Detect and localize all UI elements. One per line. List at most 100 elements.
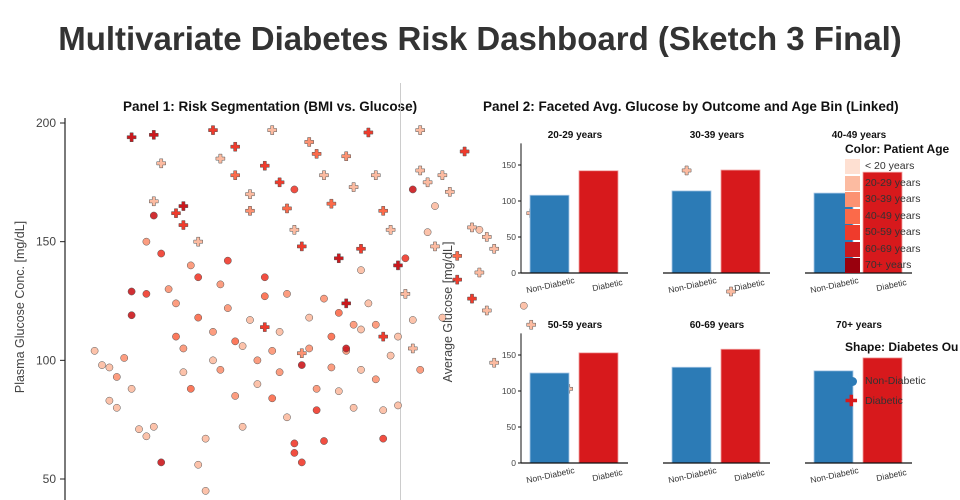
- scatter-point-non-diabetic: [519, 301, 528, 310]
- legend-age-swatch[interactable]: [845, 175, 860, 191]
- scatter-point-diabetic: [245, 189, 255, 199]
- scatter-point-non-diabetic: [260, 292, 269, 301]
- bar-x-tick-label: Diabetic: [875, 277, 908, 293]
- legend-age-label[interactable]: < 20 years: [865, 160, 915, 172]
- panel2-title: Panel 2: Faceted Avg. Glucose by Outcome…: [483, 99, 899, 114]
- scatter-y-tick-label: 150: [36, 235, 56, 249]
- scatter-point-diabetic: [467, 222, 477, 233]
- facet-title: 50-59 years: [548, 320, 603, 331]
- scatter-point-diabetic: [341, 151, 351, 161]
- scatter-point-non-diabetic: [357, 266, 365, 274]
- panel-divider: [400, 83, 401, 500]
- scatter-point-diabetic: [726, 286, 736, 297]
- legend-age-label[interactable]: 20-29 years: [865, 176, 921, 189]
- scatter-point-diabetic: [260, 160, 270, 171]
- scatter-point-diabetic: [178, 220, 189, 230]
- legend-age-label[interactable]: 60-69 years: [865, 242, 921, 255]
- scatter-point-diabetic: [378, 331, 388, 342]
- scatter-point-non-diabetic: [379, 434, 388, 443]
- scatter-point-non-diabetic: [172, 299, 180, 308]
- scatter-point-diabetic: [267, 125, 277, 135]
- facet-title: 30-39 years: [690, 130, 745, 141]
- scatter-point-non-diabetic: [164, 285, 173, 293]
- scatter-point-non-diabetic: [90, 346, 99, 355]
- scatter-point-non-diabetic: [98, 361, 106, 369]
- scatter-point-non-diabetic: [194, 273, 203, 282]
- scatter-point-non-diabetic: [253, 380, 262, 388]
- scatter-point-non-diabetic: [209, 356, 217, 365]
- legend-age-swatch[interactable]: [845, 159, 860, 174]
- scatter-point-diabetic: [245, 206, 255, 216]
- scatter-point-non-diabetic: [320, 294, 328, 303]
- scatter-point-non-diabetic: [223, 256, 232, 265]
- legend-age-label[interactable]: 30-39 years: [865, 193, 921, 205]
- scatter-point-diabetic: [482, 305, 492, 316]
- scatter-point-non-diabetic: [142, 237, 151, 246]
- scatter-point-non-diabetic: [416, 365, 425, 374]
- bar-y-tick-label: 50: [507, 422, 517, 432]
- bar-y-tick-label: 100: [502, 196, 516, 206]
- scatter-point-non-diabetic: [371, 320, 380, 329]
- scatter-y-tick-label: 200: [36, 116, 56, 130]
- scatter-point-non-diabetic: [201, 487, 210, 495]
- scatter-point-non-diabetic: [238, 342, 247, 350]
- scatter-point-non-diabetic: [186, 384, 195, 393]
- dashboard-title: Multivariate Diabetes Risk Dashboard (Sk…: [58, 20, 902, 57]
- scatter-point-non-diabetic: [349, 320, 358, 329]
- scatter-point-non-diabetic: [349, 403, 358, 412]
- legend-age-swatch[interactable]: [845, 192, 860, 207]
- scatter-point-non-diabetic: [157, 458, 166, 467]
- scatter-point-non-diabetic: [149, 211, 158, 220]
- scatter-point-non-diabetic: [312, 384, 321, 393]
- legend-age-label[interactable]: 70+ years: [865, 259, 912, 271]
- scatter-point-non-diabetic: [334, 387, 343, 396]
- scatter-point-diabetic: [149, 130, 159, 140]
- scatter-point-diabetic: [208, 125, 218, 135]
- bar-non-diabetic: [671, 190, 712, 274]
- scatter-point-non-diabetic: [394, 332, 402, 341]
- scatter-point-non-diabetic: [105, 363, 114, 372]
- facet-title: 40-49 years: [832, 130, 887, 141]
- legend-age-swatch[interactable]: [845, 258, 860, 273]
- scatter-point-non-diabetic: [179, 344, 188, 353]
- legend-shape-label[interactable]: Diabetic: [865, 395, 903, 407]
- legend-age-label[interactable]: 40-49 years: [865, 209, 921, 222]
- legend-shape-title: Shape: Diabetes Ou: [845, 340, 959, 354]
- scatter-point-diabetic: [304, 137, 314, 147]
- scatter-point-non-diabetic: [112, 403, 121, 412]
- scatter-point-non-diabetic: [364, 299, 373, 308]
- bar-y-tick-label: 0: [511, 268, 516, 278]
- panel1-title: Panel 1: Risk Segmentation (BMI vs. Gluc…: [123, 99, 418, 114]
- scatter-point-non-diabetic: [327, 332, 336, 341]
- scatter-point-non-diabetic: [312, 406, 321, 415]
- legend-shape-label[interactable]: Non-Diabetic: [865, 375, 926, 387]
- scatter-point-diabetic: [415, 125, 425, 135]
- facet-title: 60-69 years: [690, 320, 745, 331]
- scatter-point-non-diabetic: [297, 361, 306, 369]
- scatter-point-non-diabetic: [357, 365, 365, 374]
- scatter-point-diabetic: [526, 319, 536, 330]
- facet-title: 70+ years: [836, 320, 882, 331]
- scatter-point-diabetic: [459, 146, 470, 157]
- legend-age-swatch[interactable]: [845, 241, 860, 257]
- scatter-point-diabetic: [334, 253, 344, 264]
- legend-age-label[interactable]: 50-59 years: [865, 226, 921, 238]
- legend-age-swatch[interactable]: [845, 208, 860, 224]
- scatter-point-non-diabetic: [127, 311, 136, 320]
- scatter-point-diabetic: [260, 322, 270, 332]
- facet-title: 20-29 years: [548, 130, 603, 141]
- bar-x-tick-label: Non-Diabetic: [525, 465, 576, 485]
- scatter-point-non-diabetic: [379, 406, 388, 415]
- scatter-point-diabetic: [415, 165, 425, 176]
- scatter-point-diabetic: [178, 201, 189, 211]
- bar-diabetic: [578, 352, 619, 464]
- scatter-point-diabetic: [274, 177, 285, 188]
- scatter-point-non-diabetic: [327, 363, 336, 372]
- scatter-point-non-diabetic: [283, 413, 291, 422]
- scatter-point-non-diabetic: [297, 458, 306, 467]
- legend-age-swatch[interactable]: [845, 225, 860, 240]
- scatter-point-diabetic: [482, 232, 492, 242]
- scatter-point-diabetic: [348, 182, 359, 192]
- scatter-point-diabetic: [171, 208, 181, 218]
- scatter-point-diabetic: [356, 244, 366, 254]
